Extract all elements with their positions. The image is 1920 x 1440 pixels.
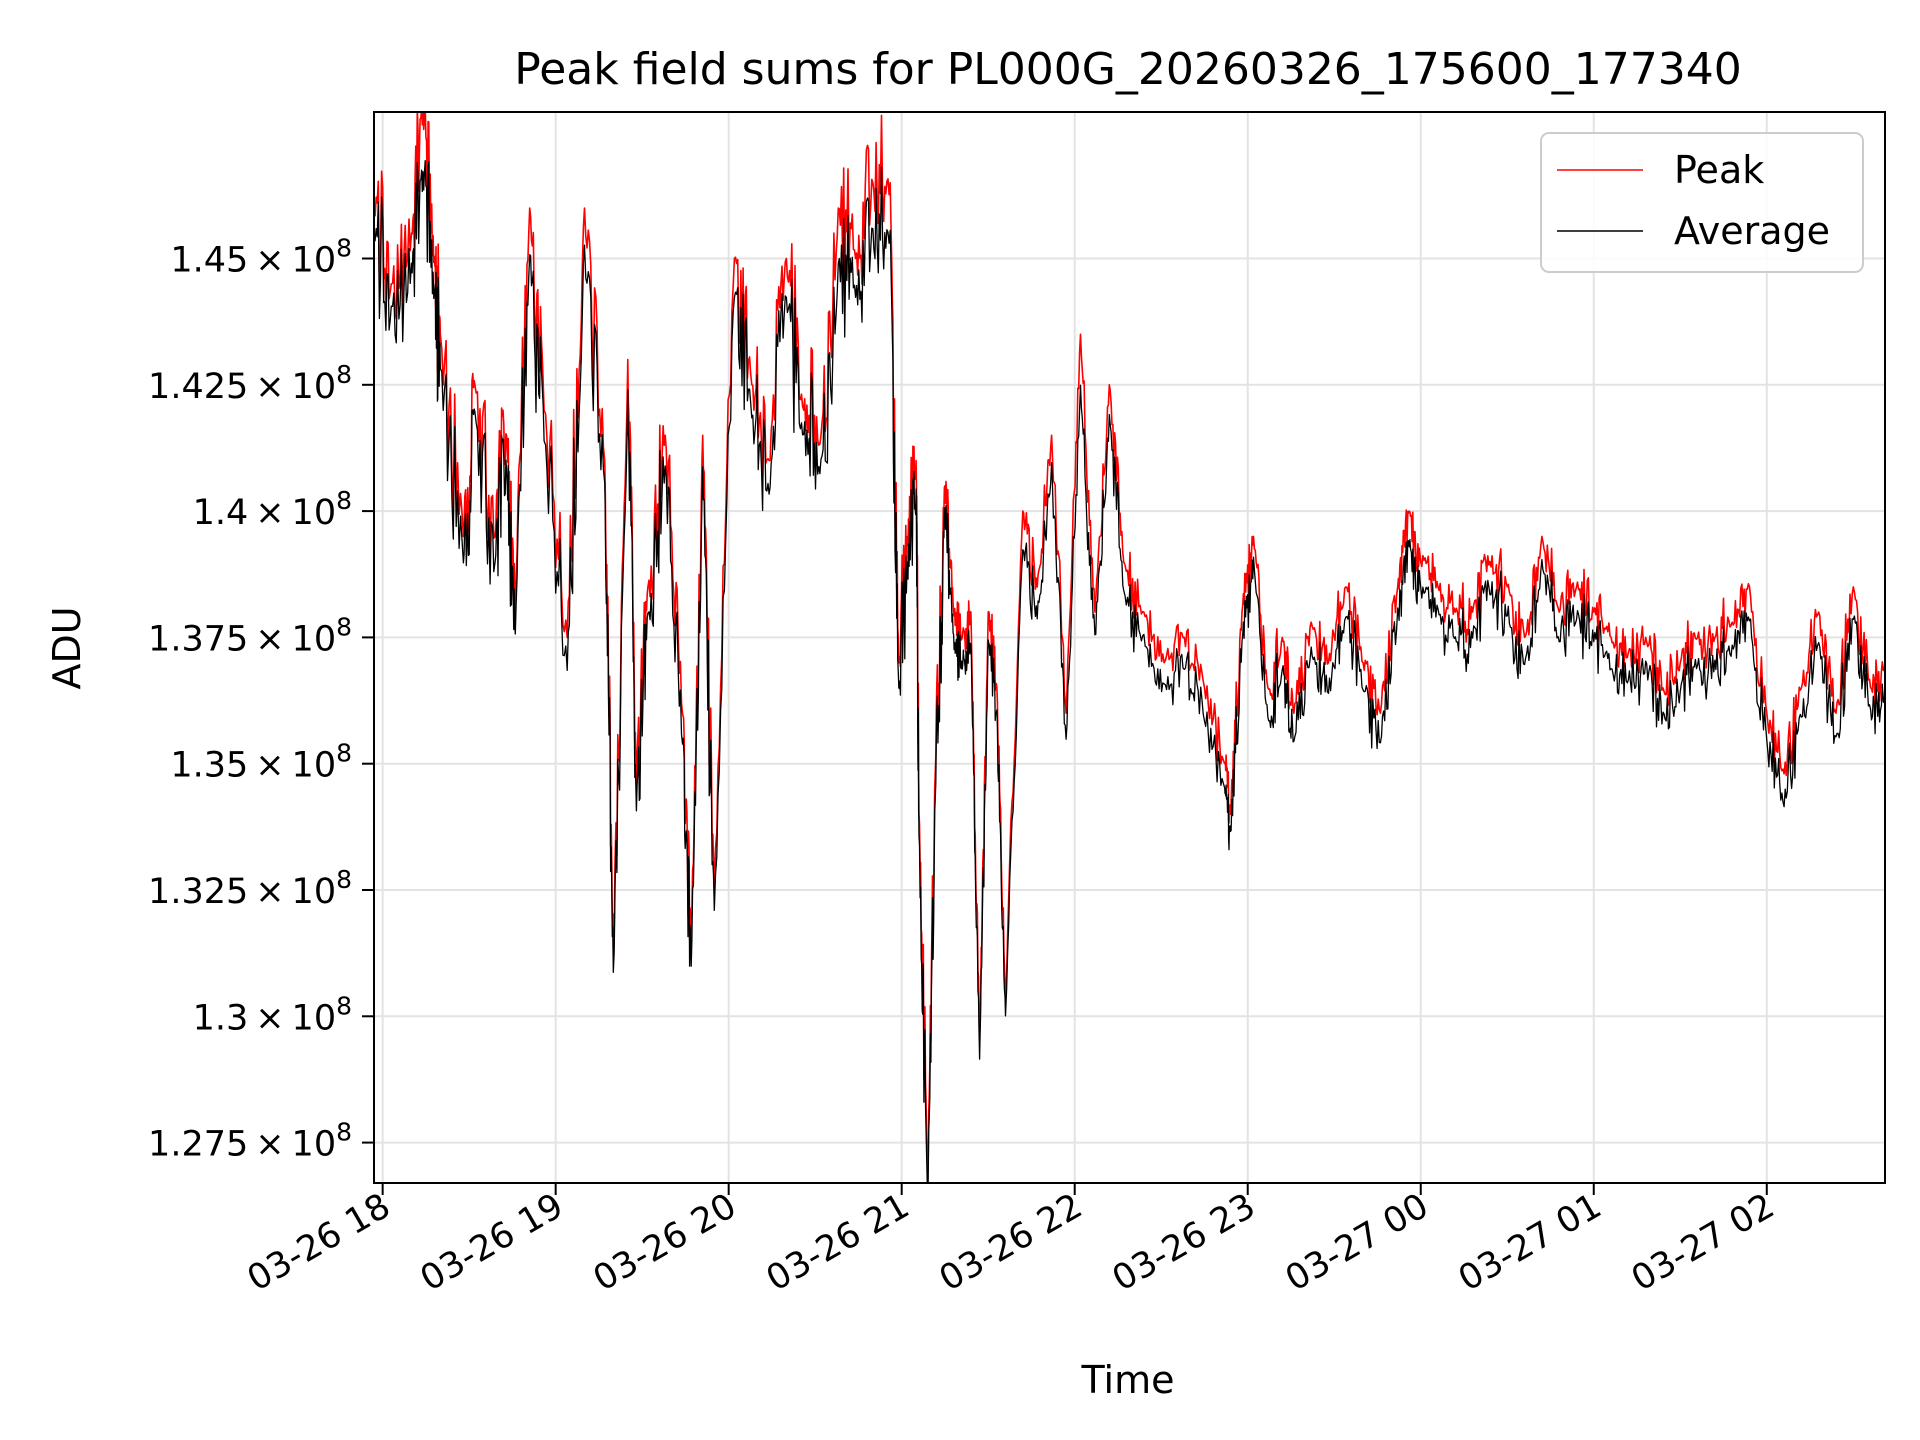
y-tick-mantissa: 1.4 (193, 493, 249, 533)
y-tick-label: 1.4 × 108 (193, 486, 352, 533)
y-tick-exponent: 8 (336, 360, 352, 389)
y-tick-multiplier: × 10 (248, 493, 336, 533)
series-line-peak (374, 112, 1885, 1179)
y-axis-label: ADU (45, 606, 89, 689)
y-tick-exponent: 8 (336, 865, 352, 894)
legend: Peak Average (1540, 132, 1864, 273)
y-tick-label: 1.325 × 108 (148, 865, 352, 912)
y-tick-label: 1.45 × 108 (170, 234, 352, 281)
y-tick-exponent: 8 (336, 486, 352, 515)
y-tick-multiplier: × 10 (248, 746, 336, 786)
y-tick-multiplier: × 10 (248, 872, 336, 912)
y-tick-exponent: 8 (336, 1118, 352, 1147)
legend-average-label: Average (1674, 209, 1830, 253)
y-tick-exponent: 8 (336, 234, 352, 263)
y-tick-label: 1.425 × 108 (148, 360, 352, 407)
y-tick-label: 1.275 × 108 (148, 1118, 352, 1165)
y-tick-mantissa: 1.3 (193, 998, 249, 1038)
y-tick-exponent: 8 (336, 991, 352, 1020)
legend-box (1540, 132, 1864, 273)
y-tick-multiplier: × 10 (248, 619, 336, 659)
y-tick-label: 1.35 × 108 (170, 739, 352, 786)
y-tick-mantissa: 1.275 (148, 1125, 248, 1165)
chart-title: Peak field sums for PL000G_20260326_1756… (514, 44, 1741, 95)
y-tick-mantissa: 1.325 (148, 872, 248, 912)
x-axis-label: Time (1081, 1358, 1175, 1402)
y-tick-label: 1.3 × 108 (193, 991, 352, 1038)
y-tick-label: 1.375 × 108 (148, 612, 352, 659)
series-line-average (374, 160, 1885, 1183)
y-tick-multiplier: × 10 (248, 367, 336, 407)
y-tick-exponent: 8 (336, 739, 352, 768)
series-lines (374, 112, 1885, 1183)
y-tick-mantissa: 1.425 (148, 367, 248, 407)
y-tick-mantissa: 1.375 (148, 619, 248, 659)
y-tick-mantissa: 1.45 (170, 241, 248, 281)
y-tick-multiplier: × 10 (248, 241, 336, 281)
y-tick-mantissa: 1.35 (170, 746, 248, 786)
y-tick-multiplier: × 10 (248, 998, 336, 1038)
grid-lines (374, 112, 1885, 1183)
plot-frame (373, 111, 1886, 1184)
y-tick-exponent: 8 (336, 612, 352, 641)
legend-peak-label: Peak (1674, 148, 1764, 192)
y-tick-multiplier: × 10 (248, 1125, 336, 1165)
